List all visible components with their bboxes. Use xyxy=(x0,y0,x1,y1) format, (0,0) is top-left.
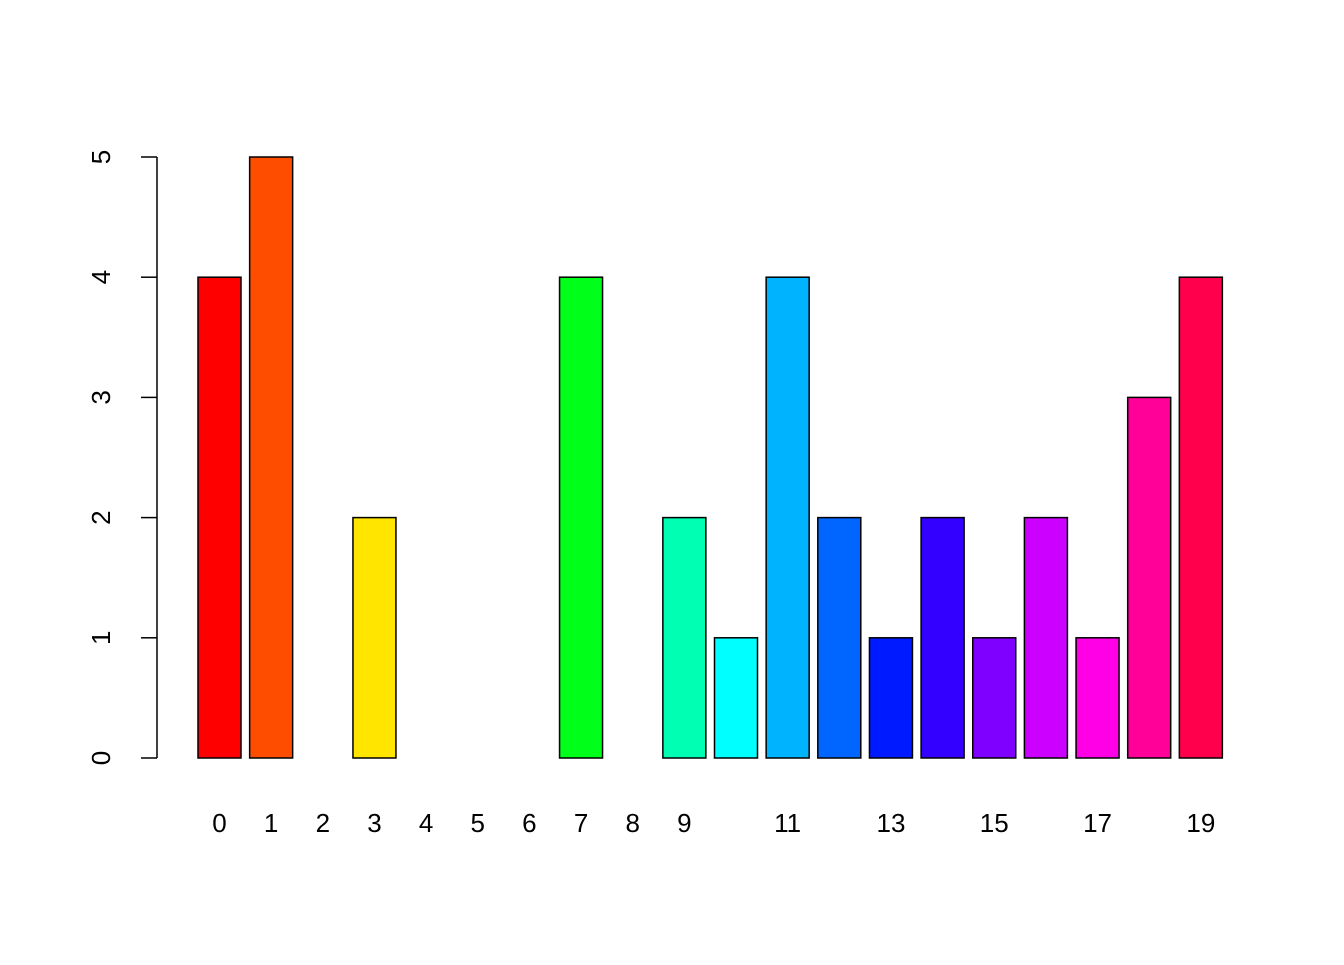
y-axis: 0 1 2 3 4 5 xyxy=(86,150,157,765)
x-tick-label: 11 xyxy=(774,808,801,838)
bar-19 xyxy=(1178,276,1224,759)
bar-14 xyxy=(920,516,965,759)
x-axis-labels: 0 1 2 3 4 5 6 7 8 9 11 13 15 17 19 xyxy=(212,808,1215,838)
y-tick-label: 0 xyxy=(86,751,116,765)
bars-group xyxy=(197,156,1224,759)
bar-13 xyxy=(868,637,914,759)
x-tick-label: 8 xyxy=(625,808,639,838)
y-tick-label: 4 xyxy=(86,270,116,284)
x-tick-label: 5 xyxy=(471,808,485,838)
x-tick-label: 0 xyxy=(212,808,226,838)
x-tick-label: 7 xyxy=(574,808,588,838)
bar-10 xyxy=(713,637,759,759)
bar-16 xyxy=(1023,516,1069,759)
bar-15 xyxy=(972,637,1017,759)
y-tick-label: 5 xyxy=(86,150,116,164)
bar-3 xyxy=(352,516,397,759)
x-tick-label: 17 xyxy=(1083,808,1112,838)
x-tick-label: 2 xyxy=(316,808,330,838)
x-tick-label: 6 xyxy=(522,808,536,838)
bar-11 xyxy=(765,276,810,759)
bar-18 xyxy=(1126,396,1172,759)
x-tick-label: 19 xyxy=(1186,808,1215,838)
bar-1 xyxy=(248,156,294,759)
x-tick-label: 4 xyxy=(419,808,433,838)
x-tick-label: 13 xyxy=(876,808,905,838)
bar-7 xyxy=(558,276,604,759)
x-tick-label: 15 xyxy=(980,808,1009,838)
x-tick-label: 3 xyxy=(367,808,381,838)
bar-12 xyxy=(817,516,862,759)
bar-0 xyxy=(197,276,242,759)
x-tick-label: 1 xyxy=(264,808,278,838)
y-tick-label: 3 xyxy=(86,390,116,404)
y-tick-label: 1 xyxy=(86,631,116,645)
x-tick-label: 9 xyxy=(677,808,691,838)
bar-17 xyxy=(1075,637,1120,759)
bar-9 xyxy=(662,516,707,759)
y-tick-label: 2 xyxy=(86,510,116,524)
